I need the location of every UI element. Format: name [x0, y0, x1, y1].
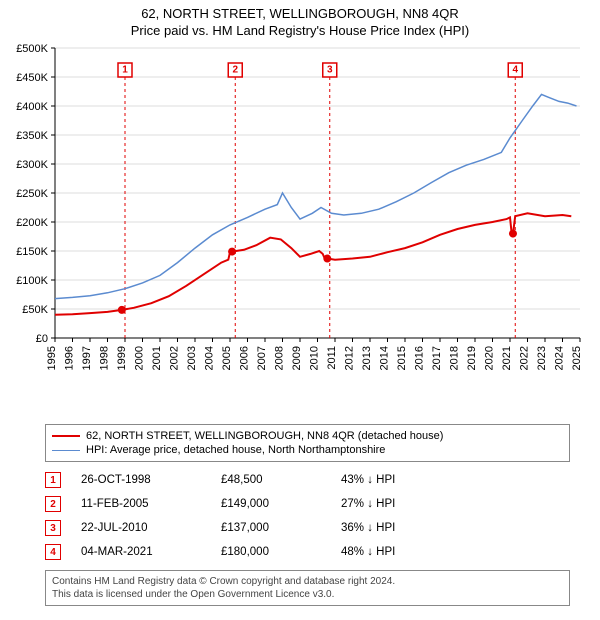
event-price: £137,000	[221, 522, 321, 534]
y-tick-label: £350K	[16, 130, 48, 142]
x-tick-label: 2011	[326, 346, 338, 370]
x-tick-label: 2013	[361, 346, 373, 370]
event-row: 4 04-MAR-2021 £180,000 48% ↓ HPI	[45, 540, 570, 564]
legend-item: HPI: Average price, detached house, Nort…	[52, 443, 563, 457]
series-property	[55, 213, 571, 314]
y-tick-label: £250K	[16, 188, 48, 200]
x-tick-label: 2002	[169, 346, 181, 370]
x-tick-label: 2006	[239, 346, 251, 370]
legend-swatch	[52, 450, 80, 451]
title-address: 62, NORTH STREET, WELLINGBOROUGH, NN8 4Q…	[0, 6, 600, 21]
x-tick-label: 2007	[256, 346, 268, 370]
x-tick-label: 2025	[571, 346, 583, 370]
event-delta: 36% ↓ HPI	[341, 522, 451, 534]
y-tick-label: £200K	[16, 217, 48, 229]
event-row: 3 22-JUL-2010 £137,000 36% ↓ HPI	[45, 516, 570, 540]
legend-swatch	[52, 435, 80, 437]
x-tick-label: 1995	[46, 346, 58, 370]
y-tick-label: £300K	[16, 159, 48, 171]
y-tick-label: £0	[36, 333, 48, 345]
x-tick-label: 2017	[431, 346, 443, 370]
x-tick-label: 2020	[484, 346, 496, 370]
x-tick-label: 2023	[536, 346, 548, 370]
x-tick-label: 2003	[186, 346, 198, 370]
event-price: £48,500	[221, 474, 321, 486]
x-tick-label: 2012	[344, 346, 356, 370]
x-tick-label: 2004	[204, 346, 216, 370]
event-marker-box: 2	[45, 496, 61, 512]
x-tick-label: 2024	[554, 346, 566, 370]
y-tick-label: £500K	[16, 43, 48, 55]
event-date: 22-JUL-2010	[81, 522, 201, 534]
event-marker-number: 4	[512, 65, 518, 76]
event-delta: 43% ↓ HPI	[341, 474, 451, 486]
event-table: 1 26-OCT-1998 £48,500 43% ↓ HPI 2 11-FEB-2005…	[45, 468, 570, 564]
x-tick-label: 1997	[81, 346, 93, 370]
title-subtitle: Price paid vs. HM Land Registry's House …	[0, 23, 600, 38]
series-hpi	[55, 94, 577, 298]
chart-container: 62, NORTH STREET, WELLINGBOROUGH, NN8 4Q…	[0, 0, 600, 606]
x-tick-label: 2019	[466, 346, 478, 370]
x-tick-label: 2008	[274, 346, 286, 370]
event-delta: 48% ↓ HPI	[341, 546, 451, 558]
x-tick-label: 1998	[99, 346, 111, 370]
y-tick-label: £150K	[16, 246, 48, 258]
footer-attribution: Contains HM Land Registry data © Crown c…	[45, 570, 570, 606]
event-marker-box: 3	[45, 520, 61, 536]
legend-label: 62, NORTH STREET, WELLINGBOROUGH, NN8 4Q…	[86, 430, 443, 442]
x-tick-label: 2018	[449, 346, 461, 370]
y-tick-label: £450K	[16, 72, 48, 84]
legend: 62, NORTH STREET, WELLINGBOROUGH, NN8 4Q…	[45, 424, 570, 462]
event-marker-box: 1	[45, 472, 61, 488]
legend-label: HPI: Average price, detached house, Nort…	[86, 444, 385, 456]
x-tick-label: 2001	[151, 346, 163, 370]
title-block: 62, NORTH STREET, WELLINGBOROUGH, NN8 4Q…	[0, 0, 600, 38]
y-tick-label: £100K	[16, 275, 48, 287]
x-tick-label: 2016	[414, 346, 426, 370]
chart-svg: £0 £50K £100K £150K £200K £250K £300K £350K £400…	[0, 38, 600, 418]
x-tick-label: 2022	[519, 346, 531, 370]
sale-dot	[228, 248, 236, 256]
x-tick-label: 1996	[64, 346, 76, 370]
x-tick-label: 2000	[134, 346, 146, 370]
x-tick-label: 2005	[221, 346, 233, 370]
x-tick-label: 2021	[501, 346, 513, 370]
legend-item: 62, NORTH STREET, WELLINGBOROUGH, NN8 4Q…	[52, 429, 563, 443]
event-price: £180,000	[221, 546, 321, 558]
event-price: £149,000	[221, 498, 321, 510]
y-tick-label: £400K	[16, 101, 48, 113]
event-marker-number: 2	[232, 65, 238, 76]
event-date: 04-MAR-2021	[81, 546, 201, 558]
x-tick-label: 2014	[379, 346, 391, 370]
event-marker-number: 1	[122, 65, 128, 76]
event-marker-number: 3	[327, 65, 333, 76]
footer-line-1: Contains HM Land Registry data © Crown c…	[52, 575, 563, 588]
x-tick-label: 2010	[309, 346, 321, 370]
sale-dot	[118, 306, 126, 314]
x-tick-label: 1999	[116, 346, 128, 370]
footer-line-2: This data is licensed under the Open Gov…	[52, 588, 563, 601]
sale-dot	[509, 230, 517, 238]
event-row: 2 11-FEB-2005 £149,000 27% ↓ HPI	[45, 492, 570, 516]
y-tick-label: £50K	[22, 304, 48, 316]
event-delta: 27% ↓ HPI	[341, 498, 451, 510]
chart-area: £0 £50K £100K £150K £200K £250K £300K £350K £400…	[0, 38, 600, 418]
event-row: 1 26-OCT-1998 £48,500 43% ↓ HPI	[45, 468, 570, 492]
x-tick-label: 2009	[291, 346, 303, 370]
event-marker-box: 4	[45, 544, 61, 560]
sale-dot	[323, 255, 331, 263]
event-date: 11-FEB-2005	[81, 498, 201, 510]
x-tick-label: 2015	[396, 346, 408, 370]
event-date: 26-OCT-1998	[81, 474, 201, 486]
